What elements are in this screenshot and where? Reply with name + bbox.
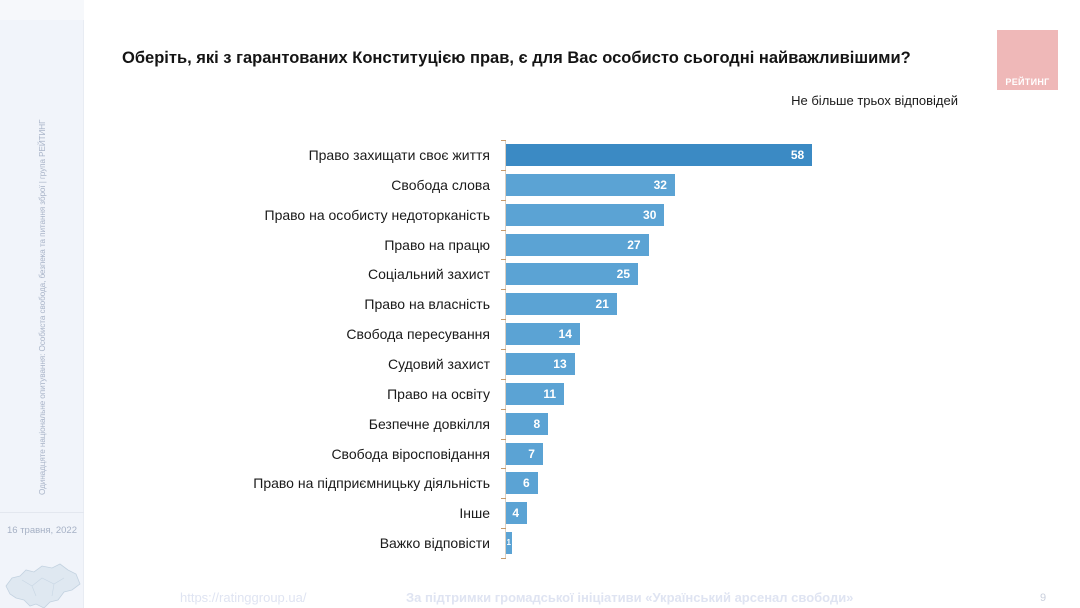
bar: 8 — [506, 412, 549, 435]
axis-tick — [501, 498, 506, 500]
bar-row: Право на власність 21 — [0, 293, 1080, 316]
bar-row: Соціальний захист 25 — [0, 263, 1080, 286]
bar: 32 — [506, 173, 675, 196]
bar: 27 — [506, 233, 649, 256]
category-label: Право на освіту — [387, 385, 490, 402]
axis-tick — [501, 199, 506, 201]
bar-row: Право на освіту 11 — [0, 382, 1080, 405]
axis-tick — [501, 468, 506, 470]
axis-tick — [501, 348, 506, 350]
bar: 21 — [506, 293, 617, 316]
bar: 13 — [506, 352, 575, 375]
bar: 1 — [506, 532, 512, 555]
axis-tick — [501, 378, 506, 380]
sidebar-top-block — [0, 0, 84, 20]
ukraine-map-icon — [5, 563, 81, 608]
bar: 25 — [506, 263, 638, 286]
bar: 30 — [506, 203, 665, 226]
bar: 14 — [506, 323, 580, 346]
bar-value-label: 25 — [616, 267, 630, 282]
category-label: Право на власність — [364, 296, 490, 313]
category-label: Свобода слова — [391, 176, 490, 193]
bar-value-label: 8 — [533, 416, 541, 431]
axis-tick — [501, 528, 506, 530]
bar-value-label: 14 — [558, 327, 572, 342]
axis-tick — [501, 259, 506, 261]
category-label: Судовий захист — [387, 355, 490, 372]
chart-title: Оберіть, які з гарантованих Конституцією… — [122, 49, 911, 67]
axis-tick — [501, 140, 506, 141]
bar-value-label: 27 — [627, 237, 641, 252]
bar-row: Право на особисту недоторканість 30 — [0, 203, 1080, 226]
bar-row: Свобода віросповідання 7 — [0, 442, 1080, 465]
category-label: Свобода пересування — [346, 326, 490, 343]
logo-text: РЕЙТИНГ — [1005, 77, 1050, 87]
bar: 7 — [506, 442, 543, 465]
bar-row: Важко відповісти 1 — [0, 532, 1080, 555]
bar-row: Безпечне довкілля 8 — [0, 412, 1080, 435]
sidebar-divider — [0, 512, 84, 513]
bar-value-label: 13 — [553, 356, 567, 371]
survey-date: 16 травня, 2022 — [7, 525, 77, 536]
axis-tick — [501, 408, 506, 410]
bar-value-label: 11 — [543, 386, 557, 401]
axis-tick — [501, 438, 506, 440]
category-label: Свобода віросповідання — [331, 445, 490, 462]
axis-tick — [501, 289, 506, 291]
bar: 58 — [506, 144, 813, 166]
category-label: Соціальний захист — [368, 266, 490, 283]
category-label: Право захищати своє життя — [308, 147, 490, 163]
page-number: 9 — [1040, 592, 1047, 604]
category-label: Інше — [459, 505, 490, 522]
bar-row: Право на працю 27 — [0, 233, 1080, 256]
category-label: Важко відповісти — [379, 535, 490, 552]
bar-value-label: 32 — [653, 177, 667, 192]
bar-row: Право на підприємницьку діяльність 6 — [0, 472, 1080, 495]
rating-logo: РЕЙТИНГ — [997, 30, 1058, 90]
axis-tick — [501, 319, 506, 321]
bar-value-label: 6 — [522, 476, 530, 491]
chart-subtitle: Не більше трьох відповідей — [791, 93, 958, 108]
axis-tick — [501, 229, 506, 231]
bar-value-label: 58 — [790, 148, 805, 162]
footer-url-link[interactable]: https://ratinggroup.ua/ — [180, 590, 307, 605]
axis-tick — [501, 169, 506, 171]
footer-support-text: За підтримки громадської ініціативи «Укр… — [406, 590, 854, 605]
bar-row: Інше 4 — [0, 502, 1080, 525]
bar-row: Право захищати своє життя 58 — [0, 144, 1080, 166]
bar: 6 — [506, 472, 538, 495]
bar-row: Свобода пересування 14 — [0, 323, 1080, 346]
bar-value-label: 30 — [643, 207, 657, 222]
category-label: Право на працю — [384, 236, 490, 253]
bar-value-label: 7 — [528, 446, 535, 461]
category-label: Право на особисту недоторканість — [264, 206, 490, 223]
bar: 11 — [506, 382, 565, 405]
category-label: Безпечне довкілля — [368, 415, 490, 432]
axis-tick — [501, 557, 506, 559]
bar-value-label: 4 — [512, 506, 520, 521]
bar-row: Свобода слова 32 — [0, 173, 1080, 196]
bar-row: Судовий захист 13 — [0, 352, 1080, 375]
category-label: Право на підприємницьку діяльність — [253, 475, 490, 492]
bar: 4 — [506, 502, 528, 525]
bar-value-label: 21 — [595, 297, 609, 312]
sidebar: Одинадцяте національне опитування: Особи… — [0, 0, 84, 608]
bar-value-label: 1 — [506, 538, 511, 548]
